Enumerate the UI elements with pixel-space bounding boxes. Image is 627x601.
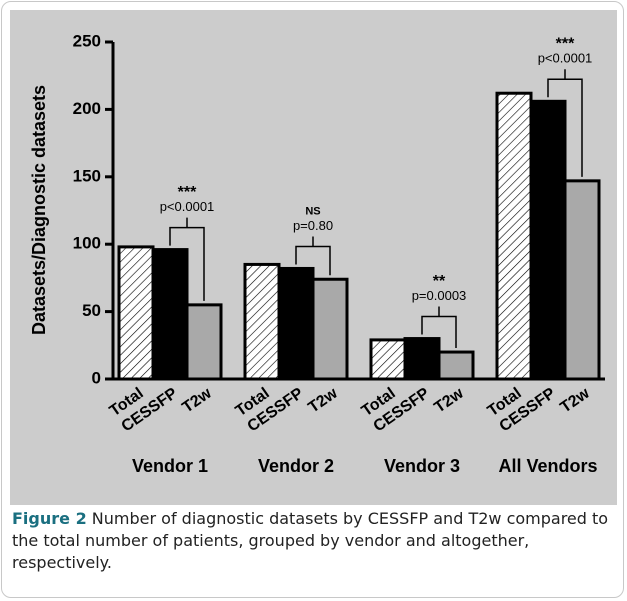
significance-bracket — [169, 217, 205, 301]
significance-bracket — [295, 236, 331, 276]
y-tick-label: 50 — [82, 301, 101, 320]
y-tick-label: 250 — [73, 31, 101, 50]
group-label: All Vendors — [498, 456, 597, 476]
group-label: Vendor 3 — [384, 456, 460, 476]
bar — [243, 262, 281, 381]
bar — [369, 338, 407, 381]
caption-text: Number of diagnostic datasets by CESSFP … — [12, 509, 609, 572]
y-tick-label: 200 — [73, 99, 101, 118]
group-label: Vendor 1 — [132, 456, 208, 476]
bar — [151, 248, 189, 381]
bar — [529, 99, 567, 381]
significance-bracket — [547, 69, 583, 177]
y-tick-label: 0 — [92, 368, 101, 387]
bar — [277, 266, 315, 381]
bar — [437, 350, 475, 381]
bar — [403, 337, 441, 381]
caption-label: Figure 2 — [12, 509, 87, 528]
bar — [185, 303, 223, 381]
bar — [563, 179, 601, 381]
p-value: p=0.80 — [293, 218, 333, 233]
significance-label: *** — [556, 36, 575, 53]
bar — [495, 91, 533, 381]
bar — [117, 245, 155, 381]
p-value: p<0.0001 — [160, 199, 215, 214]
p-value: p=0.0003 — [412, 288, 467, 303]
significance-bracket — [421, 306, 457, 349]
caption: Figure 2 Number of diagnostic datasets b… — [12, 508, 612, 574]
bar — [311, 277, 349, 381]
significance-label: *** — [178, 184, 197, 201]
p-value: p<0.0001 — [538, 51, 593, 66]
y-axis-label: Datasets/Diagnostic datasets — [29, 85, 49, 335]
chart: Datasets/Diagnostic datasets 0 50 100 150 20… — [10, 10, 617, 505]
y-tick-label: 100 — [73, 234, 101, 253]
group-label: Vendor 2 — [258, 456, 334, 476]
y-tick-label: 150 — [73, 166, 101, 185]
significance-label: NS — [305, 205, 320, 217]
significance-label: ** — [433, 273, 446, 290]
